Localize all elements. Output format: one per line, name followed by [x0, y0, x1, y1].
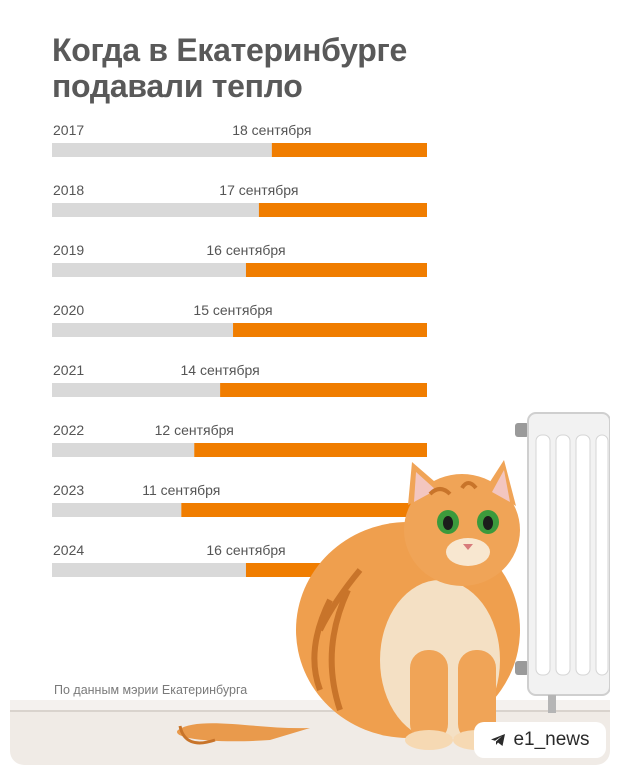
bar-elapsed [52, 143, 272, 157]
year-label: 2017 [53, 122, 84, 138]
bar-heating [245, 263, 427, 277]
title-line-1: Когда в Екатеринбурге [52, 32, 408, 68]
bar-elapsed [52, 323, 234, 337]
wall-shadow [10, 700, 610, 710]
year-label: 2023 [53, 482, 84, 498]
infographic-card: Когда в Екатеринбурге подавали тепло 201… [10, 10, 610, 765]
channel-badge[interactable]: e1_news [474, 722, 606, 758]
radiator-icon [515, 412, 610, 713]
year-label: 2022 [53, 422, 84, 438]
bar-heating [194, 443, 427, 457]
year-label: 2020 [53, 302, 84, 318]
bar-heating [220, 383, 427, 397]
year-label: 2024 [53, 542, 84, 558]
year-label: 2018 [53, 182, 84, 198]
source-note: По данным мэрии Екатеринбурга [54, 683, 248, 697]
date-label: 15 сентября [193, 302, 272, 318]
bar-heating [233, 323, 427, 337]
page-title: Когда в Екатеринбурге подавали тепло [52, 32, 472, 104]
channel-name: e1_news [513, 729, 590, 750]
title-line-2: подавали тепло [52, 68, 303, 104]
year-label: 2019 [53, 242, 84, 258]
bar-elapsed [52, 263, 246, 277]
bar-elapsed [52, 503, 182, 517]
bar-elapsed [52, 383, 221, 397]
cat-radiator-illustration [176, 412, 610, 750]
bar-elapsed [52, 443, 195, 457]
baseboard [10, 710, 610, 712]
date-label: 17 сентября [219, 182, 298, 198]
bar-elapsed [52, 563, 246, 577]
bar-heating [181, 503, 427, 517]
cat-icon [176, 460, 520, 750]
date-label: 16 сентября [206, 242, 285, 258]
date-label: 18 сентября [232, 122, 311, 138]
bar-elapsed [52, 203, 259, 217]
heating-start-chart: 2017 18 сентября 2018 17 сентября 2019 16 сен… [52, 122, 427, 577]
date-label: 16 сентября [206, 542, 285, 558]
date-label: 12 сентября [155, 422, 234, 438]
date-label: 11 сентября [142, 482, 220, 498]
date-label: 14 сентября [181, 362, 260, 378]
telegram-icon [491, 734, 506, 746]
bar-heating [271, 143, 427, 157]
year-label: 2021 [53, 362, 84, 378]
bar-heating [258, 203, 427, 217]
